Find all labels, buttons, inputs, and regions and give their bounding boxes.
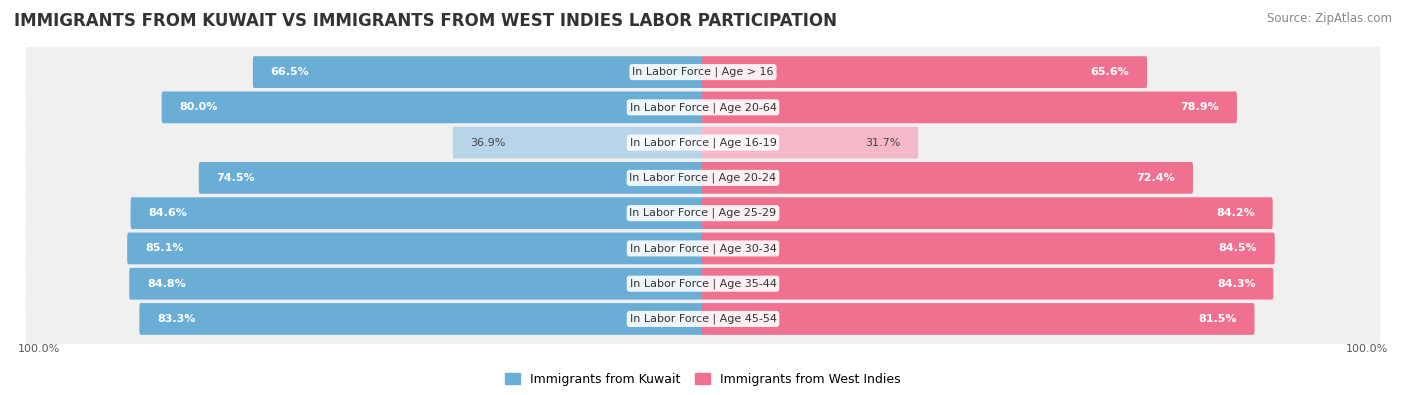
FancyBboxPatch shape — [25, 293, 1381, 344]
Text: In Labor Force | Age 30-34: In Labor Force | Age 30-34 — [630, 243, 776, 254]
Text: 84.3%: 84.3% — [1216, 279, 1256, 289]
FancyBboxPatch shape — [702, 197, 1272, 229]
Text: 84.6%: 84.6% — [149, 208, 187, 218]
Text: In Labor Force | Age 20-24: In Labor Force | Age 20-24 — [630, 173, 776, 183]
FancyBboxPatch shape — [131, 197, 704, 229]
Text: 84.2%: 84.2% — [1216, 208, 1254, 218]
FancyBboxPatch shape — [25, 223, 1381, 274]
Text: In Labor Force | Age 25-29: In Labor Force | Age 25-29 — [630, 208, 776, 218]
Text: In Labor Force | Age 35-44: In Labor Force | Age 35-44 — [630, 278, 776, 289]
Text: 74.5%: 74.5% — [217, 173, 256, 183]
FancyBboxPatch shape — [139, 303, 704, 335]
FancyBboxPatch shape — [25, 117, 1381, 168]
Text: In Labor Force | Age 16-19: In Labor Force | Age 16-19 — [630, 137, 776, 148]
FancyBboxPatch shape — [702, 162, 1194, 194]
FancyBboxPatch shape — [702, 127, 918, 158]
Text: 84.5%: 84.5% — [1218, 243, 1257, 254]
FancyBboxPatch shape — [25, 47, 1381, 98]
FancyBboxPatch shape — [162, 92, 704, 123]
FancyBboxPatch shape — [25, 188, 1381, 239]
FancyBboxPatch shape — [127, 233, 704, 264]
Text: 100.0%: 100.0% — [17, 344, 59, 354]
Text: 100.0%: 100.0% — [1347, 344, 1389, 354]
FancyBboxPatch shape — [702, 233, 1275, 264]
FancyBboxPatch shape — [253, 56, 704, 88]
Text: 36.9%: 36.9% — [471, 137, 506, 148]
FancyBboxPatch shape — [25, 82, 1381, 133]
FancyBboxPatch shape — [702, 56, 1147, 88]
Text: 72.4%: 72.4% — [1136, 173, 1175, 183]
FancyBboxPatch shape — [702, 92, 1237, 123]
Text: 80.0%: 80.0% — [180, 102, 218, 112]
FancyBboxPatch shape — [702, 268, 1274, 299]
Text: 81.5%: 81.5% — [1198, 314, 1237, 324]
FancyBboxPatch shape — [453, 127, 704, 158]
Text: In Labor Force | Age 20-64: In Labor Force | Age 20-64 — [630, 102, 776, 113]
Text: 84.8%: 84.8% — [148, 279, 186, 289]
FancyBboxPatch shape — [702, 303, 1254, 335]
Text: 78.9%: 78.9% — [1180, 102, 1219, 112]
Text: In Labor Force | Age > 16: In Labor Force | Age > 16 — [633, 67, 773, 77]
Text: Source: ZipAtlas.com: Source: ZipAtlas.com — [1267, 12, 1392, 25]
Text: 85.1%: 85.1% — [145, 243, 184, 254]
Text: 31.7%: 31.7% — [865, 137, 900, 148]
FancyBboxPatch shape — [198, 162, 704, 194]
Text: 66.5%: 66.5% — [271, 67, 309, 77]
Text: 65.6%: 65.6% — [1091, 67, 1129, 77]
Text: In Labor Force | Age 45-54: In Labor Force | Age 45-54 — [630, 314, 776, 324]
FancyBboxPatch shape — [25, 152, 1381, 203]
FancyBboxPatch shape — [25, 258, 1381, 309]
FancyBboxPatch shape — [129, 268, 704, 299]
Text: IMMIGRANTS FROM KUWAIT VS IMMIGRANTS FROM WEST INDIES LABOR PARTICIPATION: IMMIGRANTS FROM KUWAIT VS IMMIGRANTS FRO… — [14, 12, 837, 30]
Legend: Immigrants from Kuwait, Immigrants from West Indies: Immigrants from Kuwait, Immigrants from … — [501, 368, 905, 391]
Text: 83.3%: 83.3% — [157, 314, 195, 324]
